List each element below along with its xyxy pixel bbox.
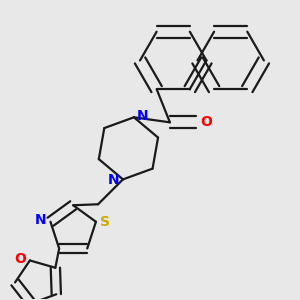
Text: O: O xyxy=(15,252,26,266)
Text: S: S xyxy=(100,215,110,229)
Text: N: N xyxy=(108,173,120,188)
Text: N: N xyxy=(35,213,46,227)
Text: N: N xyxy=(137,109,149,123)
Text: O: O xyxy=(200,115,212,129)
